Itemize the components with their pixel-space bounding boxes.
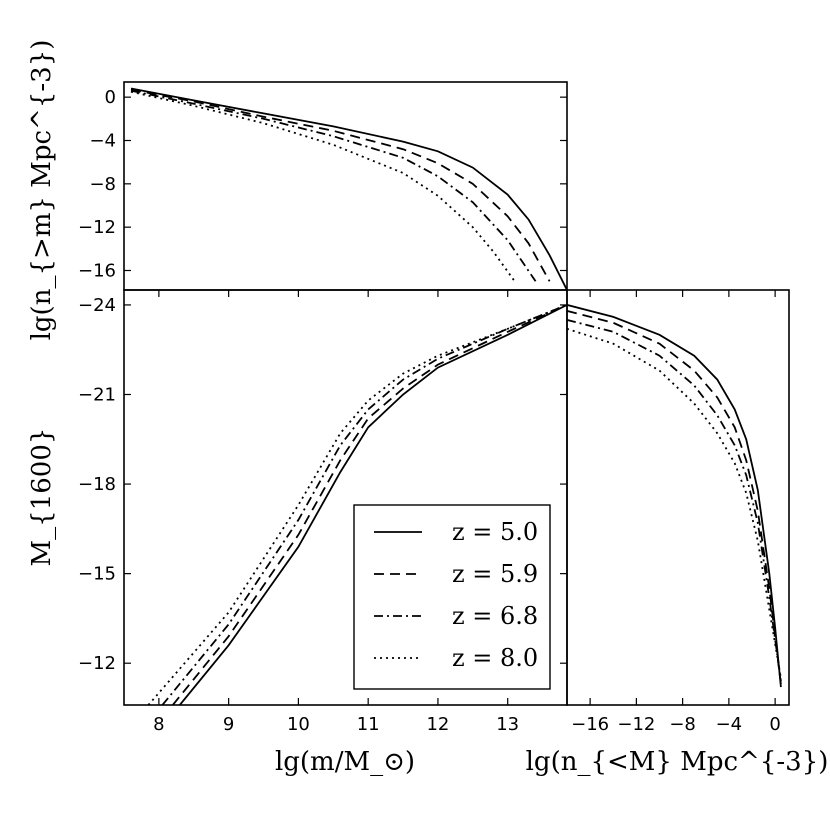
top-ylabel: lg(n_{>m} Mpc^{-3}) bbox=[27, 40, 57, 341]
top-series-dashed bbox=[130, 88, 551, 282]
top-frame bbox=[123, 81, 568, 291]
right-xtick-label: −8 bbox=[669, 714, 696, 735]
main-xtick-label: 11 bbox=[357, 714, 380, 735]
right-frame bbox=[566, 289, 790, 706]
top-series-dashdot bbox=[130, 89, 537, 282]
main-series-solid bbox=[179, 304, 567, 705]
top-ytick-label: −4 bbox=[89, 131, 116, 152]
top-series-group bbox=[130, 87, 567, 290]
legend-label: z = 6.8 bbox=[452, 602, 538, 630]
top-ytick-label: −12 bbox=[78, 217, 116, 238]
main-xtick-label: 10 bbox=[287, 714, 310, 735]
legend-label: z = 5.0 bbox=[452, 518, 538, 546]
main-xtick-label: 9 bbox=[223, 714, 234, 735]
right-xlabel: lg(n_{<M} Mpc^{-3}) bbox=[526, 747, 829, 777]
plot-layer: 0 −4 −8 −12 −16 −24 −21 −18 −15 −12 8 9 10 11 12 13 z = … bbox=[78, 81, 790, 735]
right-xtick-label: −12 bbox=[617, 714, 655, 735]
main-ytick-label: −15 bbox=[78, 564, 116, 585]
main-xtick-label: 8 bbox=[153, 714, 164, 735]
right-series-group bbox=[567, 304, 782, 688]
top-series-solid bbox=[130, 87, 567, 290]
right-series-solid bbox=[567, 304, 782, 688]
top-ytick-label: −8 bbox=[89, 174, 116, 195]
main-ytick-label: −12 bbox=[78, 653, 116, 674]
main-series-group bbox=[147, 304, 567, 705]
top-series-dotted bbox=[130, 90, 516, 282]
legend-label: z = 5.9 bbox=[452, 560, 538, 588]
right-series-dashdot bbox=[567, 319, 782, 682]
right-xtick-label: −16 bbox=[571, 714, 609, 735]
right-xtick-label: −4 bbox=[716, 714, 743, 735]
top-ytick-label: 0 bbox=[105, 87, 116, 108]
main-ytick-label: −24 bbox=[78, 295, 116, 316]
main-ylabel: M_{1600} bbox=[27, 428, 57, 567]
main-xtick-label: 12 bbox=[426, 714, 449, 735]
right-series-dotted bbox=[567, 327, 782, 679]
top-ytick-label: −16 bbox=[78, 261, 116, 282]
main-xtick-label: 13 bbox=[496, 714, 519, 735]
main-xlabel: lg(m/M_⊙) bbox=[275, 747, 415, 777]
main-ytick-label: −21 bbox=[78, 384, 116, 405]
main-series-dashdot bbox=[161, 304, 567, 705]
main-ytick-label: −18 bbox=[78, 474, 116, 495]
legend-label: z = 8.0 bbox=[452, 644, 538, 672]
right-series-dashed bbox=[567, 310, 782, 685]
main-series-dashed bbox=[172, 304, 567, 705]
right-xtick-label: 0 bbox=[769, 714, 780, 735]
